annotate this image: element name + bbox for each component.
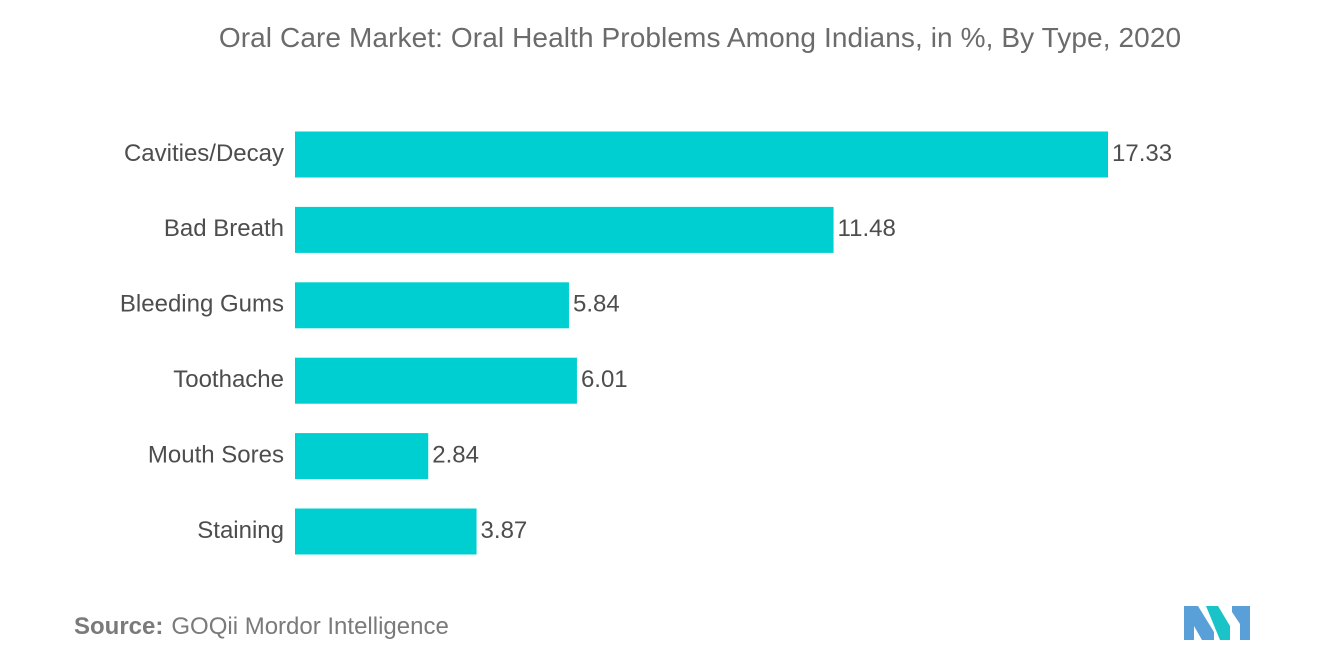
bar	[295, 206, 834, 253]
value-label: 17.33	[1112, 140, 1172, 167]
logo-left-shape	[1184, 606, 1214, 640]
category-label: Staining	[197, 517, 284, 544]
value-label: 11.48	[838, 215, 896, 242]
chart-title: Oral Care Market: Oral Health Problems A…	[218, 22, 1182, 53]
mordor-intelligence-logo-icon	[1184, 606, 1250, 640]
category-label: Cavities/Decay	[124, 140, 284, 167]
bar	[295, 357, 577, 404]
category-label: Mouth Sores	[148, 441, 284, 468]
source-text: GOQii Mordor Intelligence	[171, 613, 449, 640]
category-label: Toothache	[173, 366, 284, 393]
bar	[295, 282, 569, 329]
source-note: Source: GOQii Mordor Intelligence	[74, 613, 449, 641]
logo-right-shape	[1232, 606, 1250, 640]
value-label: 5.84	[573, 291, 620, 318]
bar	[295, 131, 1108, 178]
value-label: 3.87	[481, 517, 528, 544]
category-label: Bad Breath	[164, 215, 284, 242]
bar	[295, 508, 477, 555]
category-label: Bleeding Gums	[120, 291, 284, 318]
value-label: 2.84	[432, 441, 479, 468]
value-label: 6.01	[581, 366, 628, 393]
bar	[295, 433, 429, 480]
source-label: Source:	[74, 613, 164, 640]
logo-middle-shape	[1206, 606, 1230, 640]
